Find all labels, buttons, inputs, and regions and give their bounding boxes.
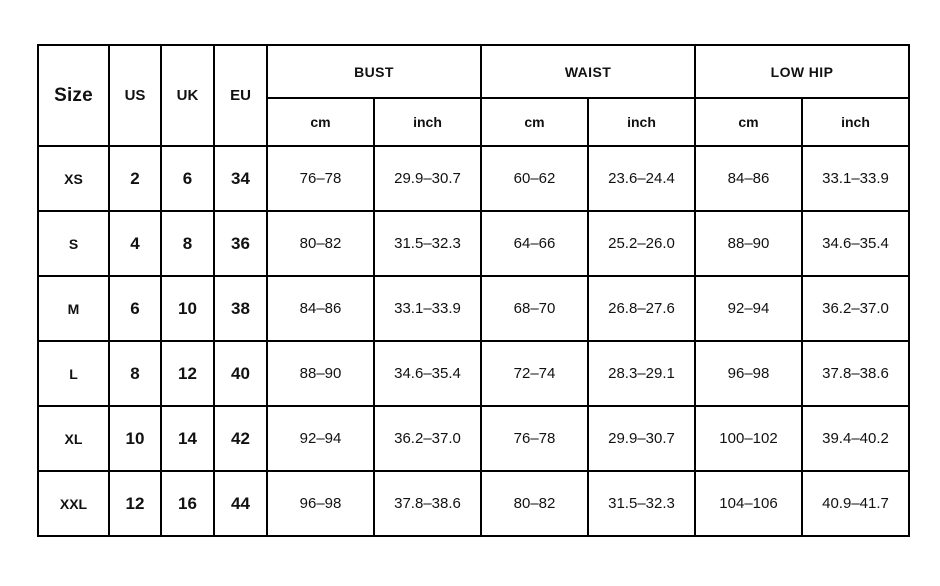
cell-lowhip-cm: 84–86	[694, 145, 803, 212]
cell-bust-inch: 29.9–30.7	[373, 145, 482, 212]
cell-us: 6	[108, 275, 162, 342]
header-bust: BUST	[266, 44, 482, 99]
table-row-l: L 8 12 40 88–90 34.6–35.4 72–74 28.3–29.…	[37, 340, 910, 407]
cell-lowhip-inch: 39.4–40.2	[801, 405, 910, 472]
cell-lowhip-cm: 88–90	[694, 210, 803, 277]
cell-us: 8	[108, 340, 162, 407]
cell-waist-cm: 72–74	[480, 340, 589, 407]
cell-bust-inch: 33.1–33.9	[373, 275, 482, 342]
cell-waist-cm: 60–62	[480, 145, 589, 212]
cell-waist-inch: 23.6–24.4	[587, 145, 696, 212]
cell-eu: 44	[213, 470, 268, 537]
cell-size: XS	[37, 145, 110, 212]
header-low-hip: LOW HIP	[694, 44, 910, 99]
cell-uk: 14	[160, 405, 215, 472]
cell-waist-cm: 80–82	[480, 470, 589, 537]
cell-bust-cm: 84–86	[266, 275, 375, 342]
cell-lowhip-inch: 34.6–35.4	[801, 210, 910, 277]
cell-lowhip-inch: 40.9–41.7	[801, 470, 910, 537]
cell-eu: 40	[213, 340, 268, 407]
cell-us: 10	[108, 405, 162, 472]
cell-lowhip-cm: 104–106	[694, 470, 803, 537]
cell-waist-cm: 64–66	[480, 210, 589, 277]
cell-waist-inch: 31.5–32.3	[587, 470, 696, 537]
table-row-xl: XL 10 14 42 92–94 36.2–37.0 76–78 29.9–3…	[37, 405, 910, 472]
cell-eu: 34	[213, 145, 268, 212]
cell-waist-cm: 68–70	[480, 275, 589, 342]
cell-us: 12	[108, 470, 162, 537]
cell-size: L	[37, 340, 110, 407]
cell-uk: 6	[160, 145, 215, 212]
cell-bust-cm: 96–98	[266, 470, 375, 537]
cell-waist-cm: 76–78	[480, 405, 589, 472]
header-unit-row: cm inch cm inch cm inch	[38, 97, 910, 147]
cell-uk: 16	[160, 470, 215, 537]
header-waist-cm: cm	[480, 97, 589, 147]
cell-size: M	[37, 275, 110, 342]
table-row-xxl: XXL 12 16 44 96–98 37.8–38.6 80–82 31.5–…	[37, 470, 910, 537]
cell-lowhip-inch: 33.1–33.9	[801, 145, 910, 212]
table-row-xs: XS 2 6 34 76–78 29.9–30.7 60–62 23.6–24.…	[37, 145, 910, 212]
cell-waist-inch: 25.2–26.0	[587, 210, 696, 277]
cell-bust-inch: 37.8–38.6	[373, 470, 482, 537]
table-row-s: S 4 8 36 80–82 31.5–32.3 64–66 25.2–26.0…	[37, 210, 910, 277]
header-group-row: Size US UK EU BUST WAIST LOW HIP	[37, 44, 910, 147]
header-us: US	[108, 44, 162, 147]
cell-lowhip-inch: 37.8–38.6	[801, 340, 910, 407]
cell-waist-inch: 28.3–29.1	[587, 340, 696, 407]
cell-size: XL	[37, 405, 110, 472]
cell-waist-inch: 29.9–30.7	[587, 405, 696, 472]
cell-lowhip-inch: 36.2–37.0	[801, 275, 910, 342]
header-uk: UK	[160, 44, 215, 147]
cell-uk: 8	[160, 210, 215, 277]
header-size: Size	[37, 44, 110, 147]
cell-bust-cm: 76–78	[266, 145, 375, 212]
cell-eu: 38	[213, 275, 268, 342]
cell-size: S	[37, 210, 110, 277]
cell-us: 2	[108, 145, 162, 212]
header-lowhip-cm: cm	[694, 97, 803, 147]
cell-bust-cm: 80–82	[266, 210, 375, 277]
cell-bust-inch: 34.6–35.4	[373, 340, 482, 407]
table-row-m: M 6 10 38 84–86 33.1–33.9 68–70 26.8–27.…	[37, 275, 910, 342]
header-bust-cm: cm	[266, 97, 375, 147]
cell-waist-inch: 26.8–27.6	[587, 275, 696, 342]
header-waist-inch: inch	[587, 97, 696, 147]
cell-uk: 12	[160, 340, 215, 407]
cell-bust-cm: 88–90	[266, 340, 375, 407]
size-conversion-table: Size US UK EU BUST WAIST LOW HIP cm inch…	[37, 44, 910, 537]
cell-bust-cm: 92–94	[266, 405, 375, 472]
header-eu: EU	[213, 44, 268, 147]
cell-lowhip-cm: 92–94	[694, 275, 803, 342]
cell-eu: 36	[213, 210, 268, 277]
cell-uk: 10	[160, 275, 215, 342]
cell-lowhip-cm: 96–98	[694, 340, 803, 407]
cell-eu: 42	[213, 405, 268, 472]
cell-lowhip-cm: 100–102	[694, 405, 803, 472]
cell-bust-inch: 31.5–32.3	[373, 210, 482, 277]
header-bust-inch: inch	[373, 97, 482, 147]
cell-bust-inch: 36.2–37.0	[373, 405, 482, 472]
header-lowhip-inch: inch	[801, 97, 910, 147]
cell-us: 4	[108, 210, 162, 277]
cell-size: XXL	[37, 470, 110, 537]
header-waist: WAIST	[480, 44, 696, 99]
